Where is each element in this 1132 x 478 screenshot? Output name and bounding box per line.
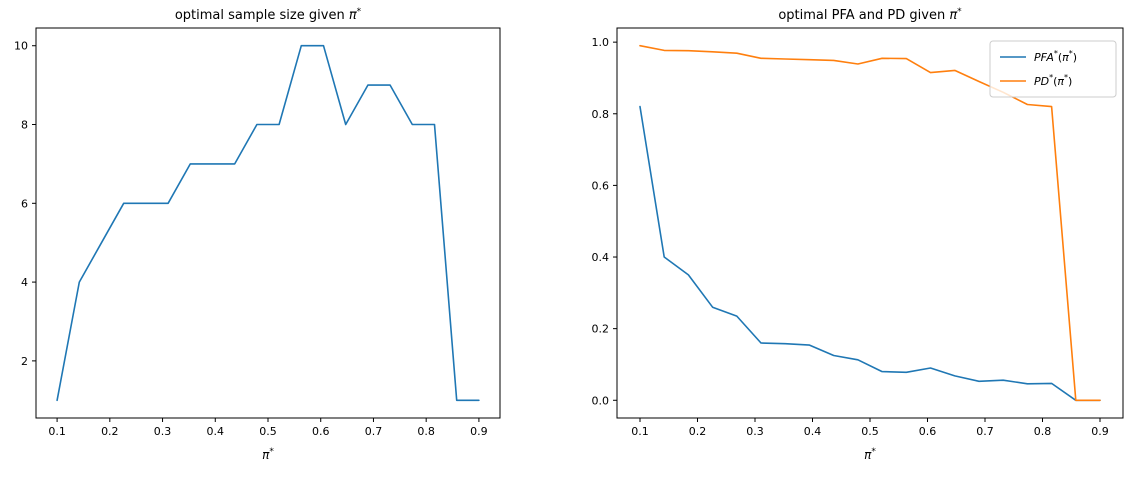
- y-tick-label: 8: [21, 119, 28, 132]
- x-tick-label: 0.6: [312, 425, 330, 438]
- left-axes: 0.1 0.2 0.3 0.4 0.5 0.6 0.7 0.8 0.9 2 4 6 8 10 optimal…: [14, 7, 501, 462]
- x-tick-label: 0.2: [689, 425, 707, 438]
- plot-title: optimal sample size given π*: [175, 7, 362, 23]
- x-axis-label: π*: [262, 447, 274, 462]
- y-tick-label: 0.8: [592, 108, 610, 121]
- x-tick-label: 0.7: [365, 425, 383, 438]
- x-tick-label: 0.6: [919, 425, 937, 438]
- x-tick-label: 0.5: [259, 425, 277, 438]
- x-tick-label: 0.1: [631, 425, 649, 438]
- y-tick-label: 10: [14, 40, 28, 53]
- x-tick-label: 0.4: [804, 425, 822, 438]
- y-tick-label: 0.6: [592, 179, 610, 192]
- x-tick-label: 0.9: [470, 425, 488, 438]
- line-pd: [639, 44, 1101, 402]
- y-tick-label: 0.2: [592, 323, 610, 336]
- y-tick-label: 0.4: [592, 251, 610, 264]
- x-tick-label: 0.1: [48, 425, 66, 438]
- line-n: [56, 44, 480, 402]
- line-pfa: [639, 105, 1101, 402]
- x-tick-label: 0.3: [154, 425, 172, 438]
- x-tick-label: 0.7: [976, 425, 994, 438]
- legend-label: PFA*(π*): [1034, 49, 1077, 64]
- y-tick-label: 2: [21, 355, 28, 368]
- x-axis-label: π*: [864, 447, 876, 462]
- legend-box: [989, 40, 1117, 98]
- x-tick-label: 0.9: [1091, 425, 1109, 438]
- plot-title: optimal PFA and PD given π*: [778, 7, 962, 23]
- x-tick-label: 0.4: [207, 425, 225, 438]
- x-tick-label: 0.5: [861, 425, 879, 438]
- axes-frame: [35, 27, 501, 419]
- y-tick-label: 0.0: [592, 394, 610, 407]
- x-tick-label: 0.2: [101, 425, 119, 438]
- x-tick-label: 0.8: [417, 425, 435, 438]
- y-tick-label: 6: [21, 197, 28, 210]
- x-tick-label: 0.8: [1034, 425, 1052, 438]
- y-tick-label: 1.0: [592, 36, 610, 49]
- legend: PFA*(π*) PD*(π*): [989, 40, 1117, 98]
- x-tick-label: 0.3: [746, 425, 764, 438]
- right-axes: 0.1 0.2 0.3 0.4 0.5 0.6 0.7 0.8 0.9 0.0 0.2 0.4 0.6 0…: [592, 7, 1124, 462]
- legend-label: PD*(π*): [1034, 73, 1072, 88]
- y-tick-label: 4: [21, 276, 28, 289]
